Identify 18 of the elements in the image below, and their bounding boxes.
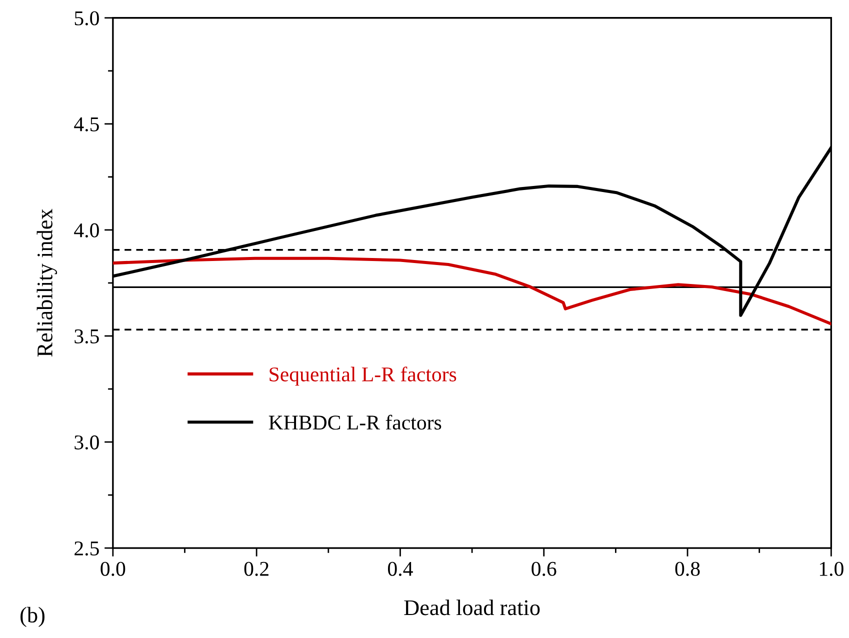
x-tick-label: 0.0 — [100, 562, 126, 576]
text: (b) — [20, 606, 44, 628]
x-axis-title: Dead load ratio — [404, 600, 540, 616]
legend-label: KHBDC L-R factors — [268, 414, 442, 430]
x-tick-label: 0.4 — [388, 562, 413, 576]
x-tick-label: 1.0 — [820, 562, 844, 576]
x-tick-label: 0.8 — [675, 562, 700, 576]
legend-label: Sequential L-R factors — [270, 366, 456, 386]
y-tick-label: 2.5 — [74, 541, 99, 556]
x-tick-label: 0.2 — [244, 562, 268, 576]
y-tick-label: 3.5 — [74, 329, 99, 344]
x-tick-label: 0.6 — [532, 562, 556, 576]
y-tick-label: 3.0 — [74, 435, 99, 450]
y-tick-label: 5.0 — [74, 11, 99, 26]
y-axis-title: Reliability index — [36, 208, 58, 357]
line-series — [112, 256, 832, 326]
y-tick-label: 4.0 — [74, 223, 99, 238]
y-tick-label: 4.5 — [74, 117, 99, 132]
